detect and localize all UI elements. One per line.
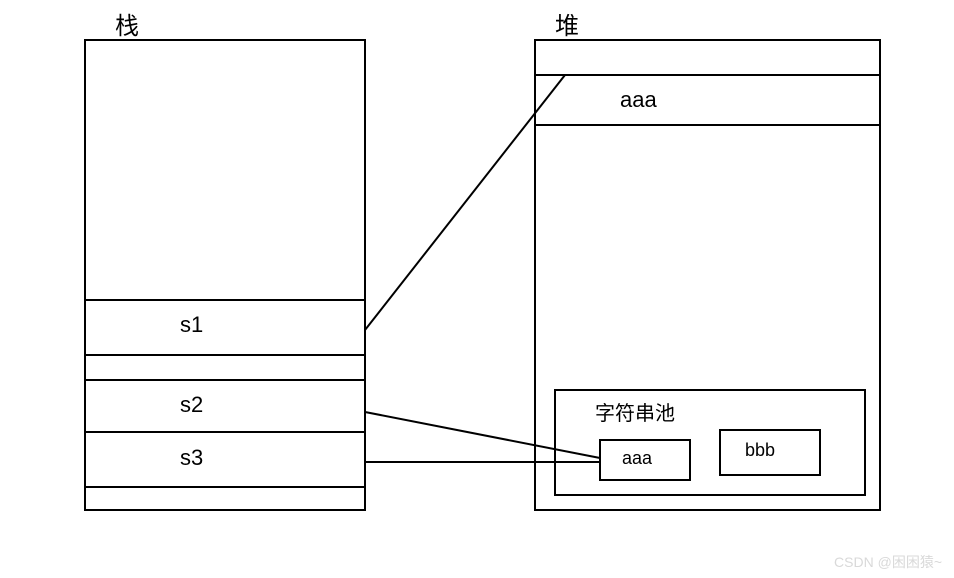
heap-title: 堆 [555, 6, 579, 41]
edge-s2-pool-aaa [365, 412, 600, 458]
stack-row-s3 [85, 432, 365, 487]
stack-label-s1: s1 [180, 312, 203, 338]
heap-box [535, 40, 880, 510]
stack-row-s2 [85, 380, 365, 432]
stack-label-s2: s2 [180, 392, 203, 418]
stack-box [85, 40, 365, 510]
stack-title: 栈 [115, 6, 139, 41]
stack-label-s3: s3 [180, 445, 203, 471]
heap-top-row-label: aaa [620, 87, 657, 113]
string-pool-title: 字符串池 [595, 397, 675, 426]
pool-item-aaa-label: aaa [622, 448, 652, 469]
pool-item-bbb-label: bbb [745, 440, 775, 461]
stack-row-s1 [85, 300, 365, 355]
watermark: CSDN @困困猿~ [834, 552, 942, 572]
memory-diagram [0, 0, 954, 578]
